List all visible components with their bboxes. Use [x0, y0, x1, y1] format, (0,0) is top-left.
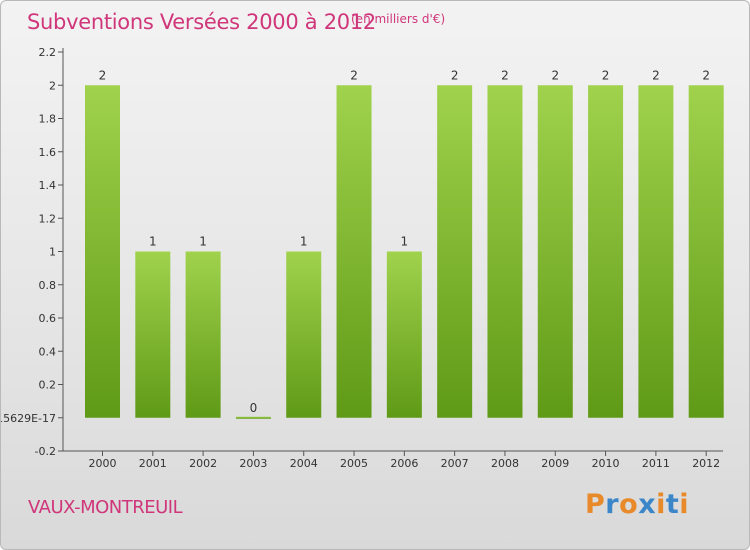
chart-subtitle: (en milliers d'€): [351, 12, 446, 26]
y-tick-label: 1.2: [39, 212, 57, 225]
y-tick-label: 2: [49, 79, 56, 92]
bar-2009: [537, 85, 573, 418]
data-label-2004: 1: [300, 235, 308, 249]
y-tick-label: -1.15629E-17: [1, 412, 56, 425]
data-label-2000: 2: [99, 68, 107, 82]
bar-2007: [437, 85, 473, 418]
data-label-2003: 0: [250, 401, 258, 415]
bar-2008: [487, 85, 523, 418]
logo-text: Proxiti: [585, 489, 690, 520]
data-label-2008: 2: [501, 68, 509, 82]
x-tick-label: 2006: [390, 457, 418, 470]
y-tick-label: 1.8: [39, 113, 57, 126]
y-tick-label: 0.2: [39, 379, 57, 392]
x-tick-label: 2012: [692, 457, 720, 470]
data-label-2005: 2: [350, 68, 358, 82]
x-tick-label: 2002: [189, 457, 217, 470]
x-tick-label: 2005: [340, 457, 368, 470]
x-tick-label: 2001: [139, 457, 167, 470]
y-tick-label: 0.4: [39, 345, 57, 358]
x-tick-label: 2007: [441, 457, 469, 470]
bar-2006: [386, 251, 422, 418]
chart-title: Subventions Versées 2000 à 2012: [27, 10, 376, 34]
bar-2002: [185, 251, 221, 418]
y-tick-label: 1.4: [39, 179, 57, 192]
data-label-2001: 1: [149, 235, 157, 249]
bar-2010: [588, 85, 624, 418]
data-label-2002: 1: [199, 235, 207, 249]
y-tick-label: -0.2: [35, 445, 56, 458]
x-tick-label: 2008: [491, 457, 519, 470]
bar-2004: [286, 251, 322, 418]
x-tick-label: 2009: [541, 457, 569, 470]
data-label-2012: 2: [702, 68, 710, 82]
data-label-2009: 2: [551, 68, 559, 82]
data-label-2010: 2: [602, 68, 610, 82]
data-label-2011: 2: [652, 68, 660, 82]
y-tick-label: 1: [49, 246, 56, 259]
bar-2000: [85, 85, 120, 418]
y-tick-label: 0.6: [39, 312, 57, 325]
y-tick-label: 1.6: [39, 146, 57, 159]
bar-2001: [135, 251, 171, 418]
x-tick-label: 2010: [592, 457, 620, 470]
x-tick-label: 2003: [239, 457, 267, 470]
x-tick-label: 2000: [89, 457, 117, 470]
proxiti-logo: Proxiti: [585, 489, 689, 520]
bar-2003: [235, 416, 271, 419]
bar-2005: [336, 85, 372, 418]
x-tick-label: 2011: [642, 457, 670, 470]
bar-2011: [638, 85, 674, 418]
data-label-2007: 2: [451, 68, 459, 82]
x-tick-label: 2004: [290, 457, 318, 470]
data-label-2006: 1: [401, 235, 409, 249]
place-name: VAUX-MONTREUIL: [28, 497, 183, 518]
y-tick-label: 2.2: [39, 46, 57, 59]
y-tick-label: 0.8: [39, 279, 57, 292]
bar-2012: [688, 85, 724, 418]
